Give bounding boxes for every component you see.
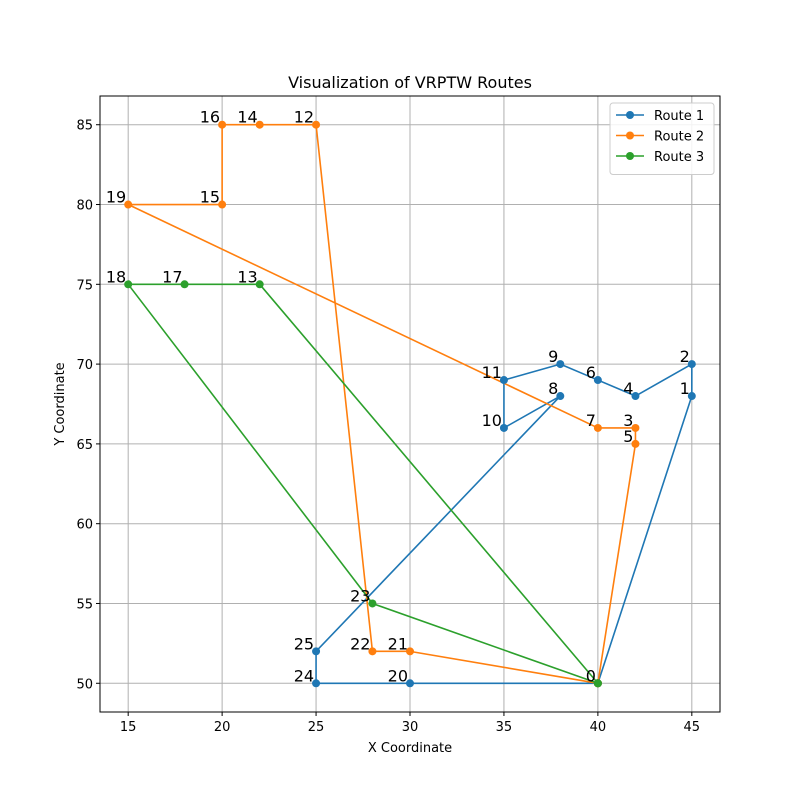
- chart-title: Visualization of VRPTW Routes: [288, 73, 532, 92]
- node-label: 21: [388, 634, 408, 653]
- node-label: 22: [350, 634, 370, 653]
- node-label: 11: [482, 363, 502, 382]
- node-label: 5: [623, 427, 633, 446]
- y-tick-label: 50: [76, 677, 93, 692]
- node-label: 12: [294, 108, 314, 127]
- route-3-point: [255, 280, 264, 289]
- node-label: 3: [623, 411, 633, 430]
- legend-label: Route 3: [654, 150, 704, 165]
- node-label: 0: [586, 666, 596, 685]
- node-label: 18: [106, 267, 126, 286]
- x-axis-label: X Coordinate: [368, 741, 452, 756]
- node-label: 15: [200, 188, 220, 207]
- route-2-point: [368, 647, 377, 656]
- x-tick-label: 40: [590, 720, 607, 735]
- x-tick-label: 35: [496, 720, 513, 735]
- node-label: 2: [680, 347, 690, 366]
- x-tick-label: 25: [308, 720, 325, 735]
- route-2-point: [124, 200, 133, 209]
- node-label: 13: [237, 267, 257, 286]
- node-label: 14: [237, 108, 257, 127]
- route-2-point: [593, 423, 602, 432]
- node-label: 7: [586, 411, 596, 430]
- route-1-point: [593, 376, 602, 385]
- node-label: 19: [106, 188, 126, 207]
- node-label: 24: [294, 666, 314, 685]
- route-3-point: [180, 280, 189, 289]
- y-tick-label: 85: [76, 119, 93, 134]
- route-1-point: [687, 360, 696, 369]
- node-label: 25: [294, 634, 314, 653]
- legend-marker: [626, 131, 634, 140]
- route-1-point: [556, 392, 565, 401]
- legend-label: Route 1: [654, 109, 704, 124]
- node-label: 23: [350, 586, 370, 605]
- route-1-point: [631, 392, 640, 401]
- route-2-point: [631, 439, 640, 448]
- route-1-point: [312, 647, 321, 656]
- legend-label: Route 2: [654, 130, 704, 145]
- route-3-point: [124, 280, 133, 289]
- y-tick-label: 80: [76, 199, 93, 214]
- route-2-point: [631, 423, 640, 432]
- x-tick-label: 30: [402, 720, 419, 735]
- route-2-line: [127, 123, 637, 685]
- y-tick-label: 65: [76, 438, 93, 453]
- y-tick-label: 70: [76, 358, 93, 373]
- route-1-point: [312, 679, 321, 688]
- route-1-point: [556, 360, 565, 369]
- route-2-point: [406, 647, 414, 656]
- route-3-point: [368, 599, 377, 608]
- x-tick-label: 45: [684, 720, 701, 735]
- route-3-line: [127, 283, 599, 685]
- legend-marker: [626, 152, 634, 160]
- route-1-point: [499, 423, 508, 432]
- legend-marker: [626, 111, 634, 119]
- route-3-point: [593, 679, 602, 688]
- node-label: 6: [586, 363, 596, 382]
- node-label: 10: [482, 411, 502, 430]
- x-tick-label: 15: [120, 720, 137, 735]
- point-labels: 0123456789101112131415161718192021222324…: [106, 108, 690, 686]
- node-label: 17: [162, 267, 182, 286]
- node-label: 1: [680, 379, 690, 398]
- route-markers: [124, 120, 696, 688]
- y-tick-label: 55: [76, 597, 93, 612]
- y-tick-label: 75: [76, 278, 93, 293]
- route-2-point: [312, 120, 321, 129]
- node-label: 9: [548, 347, 558, 366]
- node-label: 16: [200, 108, 220, 127]
- y-tick-label: 60: [76, 518, 93, 533]
- route-2-point: [255, 120, 264, 129]
- route-1-point: [499, 376, 508, 385]
- route-1-point: [687, 392, 696, 401]
- route-1-point: [406, 679, 414, 688]
- y-axis-label: Y Coordinate: [53, 362, 68, 446]
- node-label: 8: [548, 379, 558, 398]
- x-tick-label: 20: [214, 720, 231, 735]
- route-2-point: [218, 120, 227, 129]
- node-label: 20: [388, 666, 408, 685]
- grid: [100, 96, 720, 712]
- node-label: 4: [623, 379, 633, 398]
- legend: Route 1 Route 2 Route 3: [609, 102, 715, 175]
- route-2-point: [218, 200, 227, 209]
